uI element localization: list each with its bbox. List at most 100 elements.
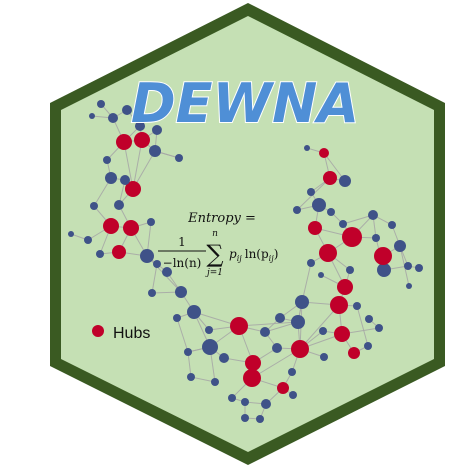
network-node	[375, 324, 383, 332]
network-node	[256, 415, 264, 423]
formula-p: p	[229, 247, 237, 261]
network-nodes	[68, 100, 423, 423]
network-node	[365, 315, 373, 323]
hub-node	[230, 317, 248, 335]
network-node	[122, 105, 132, 115]
hub-node	[112, 245, 126, 259]
network-node	[140, 249, 154, 263]
network-node	[90, 202, 98, 210]
formula-ln: ln(p	[245, 247, 269, 261]
network-node	[184, 348, 192, 356]
hub-node	[334, 326, 350, 342]
network-node	[339, 220, 347, 228]
formula-body: pij ln(pij)	[229, 247, 278, 263]
network-node	[272, 343, 282, 353]
hexagon-background	[61, 16, 434, 452]
hub-node	[277, 382, 289, 394]
network-node	[152, 125, 162, 135]
network-node	[187, 373, 195, 381]
network-node	[187, 305, 201, 319]
network-node	[368, 210, 378, 220]
logo-title: DEWNA	[131, 72, 359, 135]
network-node	[153, 260, 161, 268]
hub-node	[323, 171, 337, 185]
network-node	[346, 266, 354, 274]
network-node	[202, 339, 218, 355]
network-edge	[342, 214, 374, 225]
formula-ln-sub: ij	[269, 254, 275, 263]
hub-node	[123, 220, 139, 236]
network-node	[377, 263, 391, 277]
network-node	[307, 188, 315, 196]
network-node	[120, 175, 130, 185]
network-edge	[187, 351, 192, 378]
network-node	[307, 259, 315, 267]
network-node	[312, 198, 326, 212]
network-edge	[190, 376, 216, 383]
network-node	[148, 289, 156, 297]
network-node	[415, 264, 423, 272]
network-node	[84, 236, 92, 244]
network-node	[394, 240, 406, 252]
hub-node	[125, 181, 141, 197]
network-node	[364, 342, 372, 350]
network-edge	[151, 263, 158, 294]
network-node	[295, 295, 309, 309]
network-node	[372, 234, 380, 242]
network-node	[288, 368, 296, 376]
network-node	[175, 154, 183, 162]
network-node	[241, 398, 249, 406]
hub-node	[116, 134, 132, 150]
network-node	[68, 231, 74, 237]
formula-numerator: 1	[178, 235, 186, 249]
formula-sum-upper: n	[212, 229, 218, 239]
formula-p-sub: ij	[237, 254, 243, 263]
legend-label: Hubs	[113, 325, 150, 342]
hub-node	[330, 296, 348, 314]
network-node	[162, 267, 172, 277]
network-node	[211, 378, 219, 386]
hub-node	[245, 355, 261, 371]
network-node	[173, 314, 181, 322]
network-node	[275, 313, 285, 323]
formula-denominator: −ln(n)	[163, 256, 202, 270]
network-node	[108, 113, 118, 123]
hub-node	[243, 369, 261, 387]
hub-node	[291, 340, 309, 358]
hub-node	[342, 227, 362, 247]
network-edge	[299, 304, 340, 350]
network-node	[103, 156, 111, 164]
network-node	[319, 327, 327, 335]
network-node	[175, 286, 187, 298]
summation-symbol: ∑	[206, 240, 223, 268]
network-node	[304, 145, 310, 151]
hub-node	[319, 244, 337, 262]
legend: Hubs	[92, 325, 150, 342]
network-node	[114, 200, 124, 210]
hub-node	[374, 247, 392, 265]
network-node	[406, 283, 412, 289]
network-node	[320, 353, 328, 361]
network-node	[289, 391, 297, 399]
network-node	[353, 302, 361, 310]
network-node	[147, 218, 155, 226]
network-node	[89, 113, 95, 119]
network-node	[293, 206, 301, 214]
hub-node	[308, 221, 322, 235]
formula-sum-lower: j=1	[205, 268, 223, 278]
network-node	[149, 145, 161, 157]
entropy-formula: Entropy = 1 −ln(n) n ∑ j=1 pij ln(pij)	[158, 211, 278, 278]
network-node	[96, 250, 104, 258]
network-node	[291, 315, 305, 329]
network-edge	[356, 305, 369, 347]
network-node	[388, 221, 396, 229]
hub-node	[103, 218, 119, 234]
network-node	[261, 399, 271, 409]
network-node	[339, 175, 351, 187]
network-node	[105, 172, 117, 184]
network-node	[260, 327, 270, 337]
hub-node	[348, 347, 360, 359]
network-node	[219, 353, 229, 363]
network-node	[404, 262, 412, 270]
